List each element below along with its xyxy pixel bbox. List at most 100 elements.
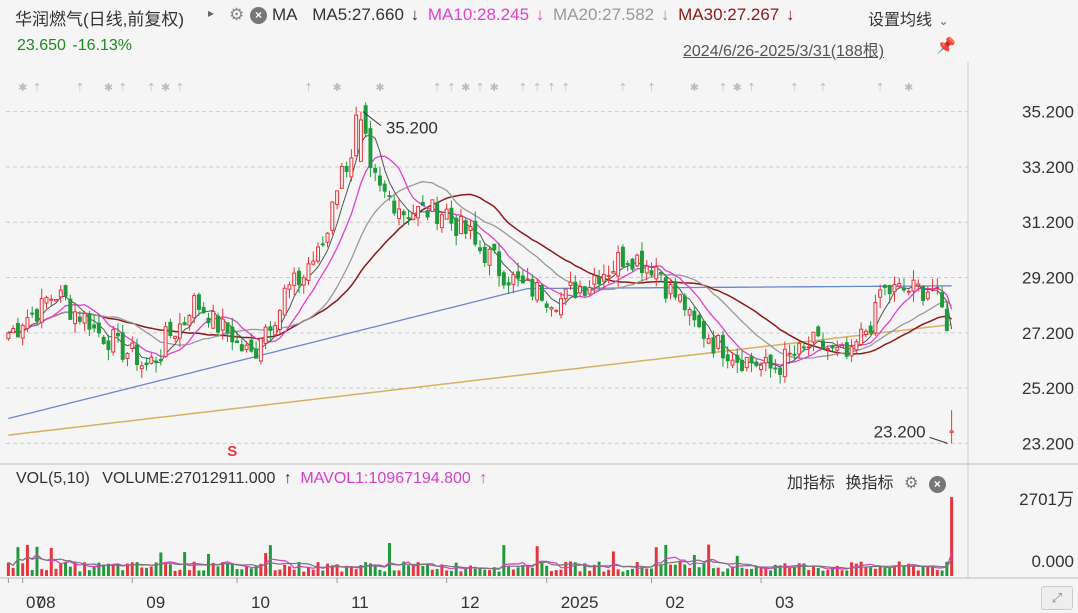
candle-body (530, 278, 535, 297)
volume-bar (226, 563, 229, 576)
candle-body (625, 263, 630, 266)
volume-bar (935, 570, 939, 576)
candle-body (568, 281, 573, 286)
close-icon[interactable]: × (250, 4, 269, 24)
pin-icon[interactable]: 📌 (936, 38, 956, 55)
y-tick-label: 33.200 (1022, 158, 1074, 177)
volume-bar (526, 564, 530, 576)
volume-bar (711, 568, 715, 576)
volume-bar (635, 562, 639, 576)
candle-body (730, 359, 735, 366)
candle-body (44, 296, 49, 304)
candle-body (825, 347, 830, 350)
gear-icon[interactable]: ⚙ (903, 475, 919, 492)
volume-bar (83, 562, 87, 576)
event-marker-icon: ⇡ (618, 82, 627, 94)
volume-bar (811, 566, 815, 576)
date-range-link[interactable]: 2024/6/26-2025/3/31(188根) (683, 43, 885, 60)
candle-body (778, 367, 783, 375)
y-tick-label: 29.200 (1022, 269, 1074, 288)
candle-body (587, 286, 592, 295)
volume-bar (335, 564, 339, 576)
event-marker-icon: ⇡ (118, 82, 127, 94)
volume-bar (549, 571, 553, 576)
volume-bar (30, 570, 34, 576)
event-marker-icon: ⇡ (547, 82, 556, 94)
candle-body (135, 344, 139, 366)
volume-bar (273, 570, 277, 576)
volume-bar (902, 566, 906, 576)
candle-body (373, 167, 378, 173)
candle-body (549, 307, 554, 310)
volume-bar (921, 566, 925, 576)
volume-bar (278, 569, 282, 576)
volume-bar (16, 547, 20, 576)
candle-body (344, 165, 349, 172)
candle-body (420, 201, 425, 206)
candle-body (478, 247, 482, 252)
close-icon[interactable]: × (928, 475, 946, 493)
candle-body (782, 348, 787, 378)
volume-bar (292, 569, 296, 576)
candle-body (701, 320, 706, 339)
candle-body (258, 338, 263, 362)
candle-body (725, 354, 730, 362)
volume-bar (197, 570, 201, 576)
candle-body (863, 330, 868, 335)
candle-body (377, 175, 382, 186)
volume-bar (845, 570, 849, 576)
volume-bar (602, 571, 606, 576)
switch-indicator-button[interactable]: 换指标 (845, 475, 894, 492)
candle-body (735, 354, 740, 363)
volume-bar (59, 563, 63, 576)
volume-bar (697, 567, 701, 576)
candle-body (887, 284, 892, 295)
ma5-arrow: ↓ (410, 5, 420, 24)
candle-body (154, 360, 159, 363)
volume-bar (164, 563, 168, 576)
volume-bar (388, 543, 391, 576)
triangle-right-icon[interactable]: ▸ (208, 6, 215, 20)
candle-body (606, 274, 611, 277)
volume-bar (740, 567, 744, 576)
candle-body (230, 326, 235, 343)
candle-body (235, 340, 240, 344)
candle-body (273, 325, 278, 336)
candle-body (149, 356, 154, 365)
add-indicator-button[interactable]: 加指标 (787, 475, 836, 492)
volume-bar (554, 570, 558, 576)
event-marker-icon: ⇡ (747, 82, 756, 94)
candle-body (63, 285, 68, 297)
ma-settings-button[interactable]: 设置均线 ⌄ (868, 6, 951, 30)
volume-bar (349, 566, 353, 576)
candle-body (616, 252, 621, 277)
volume-bar (192, 561, 196, 576)
candle-body (468, 226, 473, 232)
volume-bar (326, 563, 330, 576)
volume-bar (426, 564, 430, 576)
volume-bar (573, 562, 577, 576)
candle-body (659, 272, 664, 275)
candle-body (139, 365, 144, 370)
mavol1-value: MAVOL1:10967194.800 (300, 470, 471, 487)
candle-body (840, 345, 845, 348)
ma20-arrow: ↓ (660, 5, 670, 24)
volume-bar (130, 562, 134, 576)
volume-tick-label: 0.000 (1031, 552, 1074, 571)
volume-bar (159, 552, 163, 576)
volume-bar (240, 569, 244, 576)
ma30-value: MA30:27.267 (678, 5, 780, 24)
stock-title[interactable]: 华润燃气(日线,前复权) (15, 10, 185, 29)
candle-body (497, 251, 502, 277)
gear-icon[interactable]: ⚙ (229, 5, 245, 24)
volume-bar (864, 566, 868, 576)
candle-body (263, 326, 268, 344)
candle-body (387, 195, 392, 198)
volume-bar (445, 570, 449, 576)
event-marker-icon: ✱ (18, 82, 27, 94)
volume-bar (483, 569, 487, 576)
indicator-name: MA (272, 5, 298, 24)
x-tick-label: 07 (26, 593, 45, 612)
collapse-button[interactable]: ⤢ (1041, 586, 1073, 610)
